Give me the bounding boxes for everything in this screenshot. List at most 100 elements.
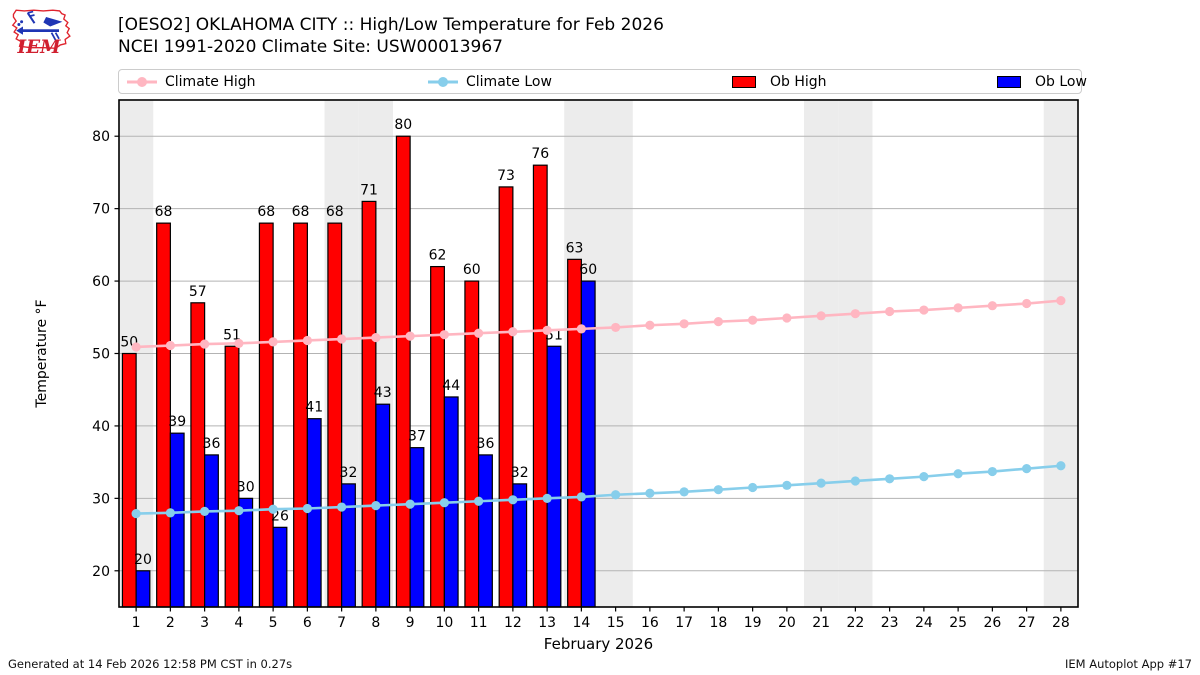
climate-high-marker [200,339,210,349]
ob-high-bar [258,222,274,608]
climate-high-marker [302,335,312,346]
ob-low-value-label: 36 [203,436,221,452]
x-tick-label: 3 [200,615,209,631]
x-tick-label: 17 [675,615,693,631]
legend-item-ob-low: Ob Low [997,70,1087,93]
climate-high-marker [1056,296,1066,306]
ob-low-value-label: 60 [579,262,597,278]
climate-low-marker [302,503,312,514]
ob-high-value-label: 73 [497,168,515,184]
x-tick-label: 26 [983,615,1001,631]
chart-legend: Climate High Climate Low Ob High Ob Low [118,69,1087,94]
climate-low-marker [816,478,826,488]
climate-high-marker [576,324,586,334]
ob-low-value-label: 36 [477,436,495,452]
climate-high-marker [405,331,415,341]
ob-high-value-label: 68 [292,204,310,220]
legend-item-climate-high: Climate High [127,70,256,93]
x-tick-label: 18 [709,615,727,631]
ob-low-bar [546,345,562,608]
x-tick-label: 13 [538,615,556,631]
x-tick-label: 7 [337,615,346,631]
climate-low-marker [474,496,484,506]
x-tick-label: 9 [406,615,415,631]
climate-high-marker [1022,298,1032,309]
ob-high-bar [121,352,137,608]
climate-low-marker [748,482,758,493]
climate-low-marker [371,501,381,511]
iem-logo-text: IEM [17,37,62,58]
chart-title: [OESO2] OKLAHOMA CITY :: High/Low Temper… [118,15,664,35]
title-block: [OESO2] OKLAHOMA CITY :: High/Low Temper… [118,14,664,58]
legend-label: Ob High [770,73,827,90]
x-tick-label: 24 [915,615,933,631]
climate-high-marker [987,301,997,311]
climate-high-marker [268,337,278,347]
climate-high-marker [131,342,141,352]
ob-low-bar [409,447,425,608]
climate-low-marker [508,495,518,505]
legend-label: Climate High [165,73,256,90]
climate-high-marker [953,303,963,313]
climate-low-marker [645,488,655,498]
x-tick-label: 15 [607,615,625,631]
climate-high-marker [611,322,621,333]
climate-low-marker [165,508,175,518]
x-tick-label: 6 [303,615,312,631]
x-tick-label: 4 [234,615,243,631]
ob-low-value-label: 37 [408,429,426,445]
x-tick-label: 16 [641,615,659,631]
legend-item-climate-low: Climate Low [428,70,552,93]
climate-high-marker [542,325,552,335]
x-tick-label: 21 [812,615,830,631]
x-tick-label: 1 [132,615,141,631]
x-axis-title: February 2026 [544,635,653,653]
ob-high-value-label: 68 [257,204,275,220]
y-axis-title: Temperature °F [34,299,50,408]
ob-high-bar [327,222,343,608]
ob-low-value-label: 32 [340,465,358,481]
ob-low-value-label: 43 [374,385,392,401]
ob-high-bar [190,302,206,608]
x-tick-label: 2 [166,615,175,631]
climate-high-marker [645,320,655,330]
ob-low-bar [204,454,219,608]
ob-high-bar [532,164,548,608]
ob-low-bar [306,418,322,608]
climate-high-line [136,299,1061,349]
climate-low-marker [234,506,244,516]
climate-low-marker [200,506,210,516]
ob-high-value-label: 51 [223,327,241,343]
climate-low-marker [268,504,278,514]
climate-high-marker [234,338,244,348]
climate-low-marker [782,480,792,490]
ob-high-value-label: 60 [463,262,481,278]
climate-high-marker [885,306,895,317]
y-tick-label: 20 [92,564,110,580]
ob-high-value-label: 63 [566,240,584,256]
climate-high-marker [782,313,792,323]
legend-label: Ob Low [1035,73,1087,90]
x-tick-label: 12 [504,615,522,631]
generated-at-text: Generated at 14 Feb 2026 12:58 PM CST in… [8,657,293,671]
climate-low-marker [987,466,997,477]
climate-high-marker [371,332,381,343]
iem-logo: IEM [8,4,76,60]
x-tick-label: 20 [778,615,796,631]
climate-low-marker [576,492,586,502]
ob-high-bar [498,186,514,608]
y-tick-label: 70 [92,202,110,218]
climate-low-marker [337,502,347,512]
climate-high-marker [337,334,347,344]
ob-low-value-label: 39 [168,414,186,430]
climate-low-marker [679,487,689,497]
ob-high-bar [430,265,445,608]
chart-subtitle: NCEI 1991-2020 Climate Site: USW00013967 [118,37,503,57]
climate-low-marker [131,508,141,519]
ob-high-value-label: 80 [394,117,412,133]
ob-high-bar [567,258,582,608]
ob-high-value-label: 62 [429,248,447,264]
y-tick-label: 30 [92,491,110,507]
x-tick-label: 11 [470,615,488,631]
climate-low-marker [1056,461,1066,471]
